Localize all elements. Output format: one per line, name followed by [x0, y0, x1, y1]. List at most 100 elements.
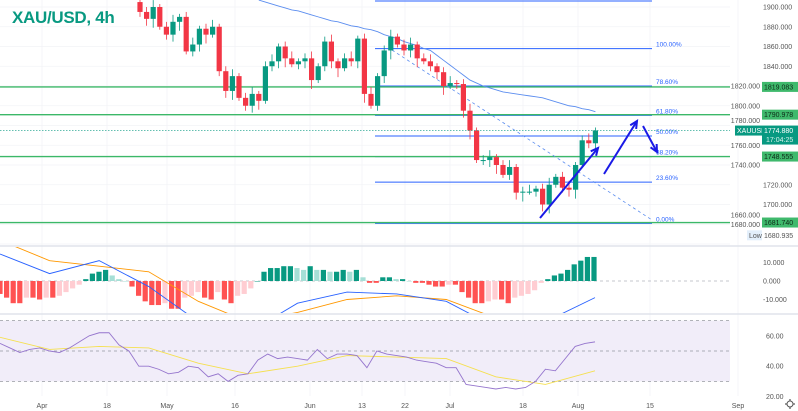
candle [434, 63, 440, 80]
candle-body [388, 36, 394, 51]
candle-body [526, 191, 532, 193]
candle [388, 29, 394, 60]
rsi-line [0, 332, 596, 390]
candle [480, 155, 486, 165]
fibonacci-retracement[interactable]: 127.20% 100.00% 78.60% 61.80% 50.00% 38.20% 23… [375, 0, 682, 224]
macd-histogram-bar [294, 268, 300, 281]
macd-histogram-bar [426, 281, 432, 285]
fib-level-label: 127.20% [656, 0, 682, 1]
candle-body [282, 46, 288, 59]
candle-body [243, 97, 249, 106]
candle [592, 127, 598, 151]
macd-histogram-bar [241, 281, 247, 294]
candle-body [474, 130, 480, 161]
candle [368, 86, 374, 109]
candle-body [592, 130, 598, 144]
low-label: Low [749, 233, 763, 240]
macd-histogram-bar [433, 281, 439, 287]
candle [460, 79, 466, 118]
macd-histogram-bar [499, 281, 505, 300]
level-price-tag [762, 151, 798, 162]
candle-body [394, 36, 400, 45]
price-tick-label: 1660.000 [731, 212, 760, 219]
macd-histogram-bar [116, 279, 122, 281]
candle-body [328, 41, 334, 62]
macd-tick-label: 10.000 [763, 260, 785, 267]
candle-body [309, 58, 315, 81]
macd-histogram-bar [261, 271, 267, 281]
candle [474, 127, 480, 164]
trendline[interactable] [391, 49, 653, 221]
macd-histogram-bar [182, 281, 188, 298]
price-tick-label: 1680.000 [731, 222, 760, 229]
arrow-head-icon [590, 146, 600, 157]
macd-histogram-bar [466, 281, 472, 298]
candle-body [533, 188, 539, 192]
macd-histogram-bar [109, 275, 115, 281]
candle-body [540, 188, 546, 205]
macd-histogram-bar [10, 281, 16, 304]
macd-histogram-bar [70, 281, 76, 289]
candle-body [170, 21, 176, 35]
macd-histogram-bar [228, 281, 234, 304]
macd-histogram-bar [89, 273, 95, 281]
candle [269, 54, 275, 72]
price-tick-label: 1880.000 [763, 24, 792, 31]
candle [295, 58, 301, 70]
time-axis[interactable]: Apr 18 May 16 Jun 13 22 Jul 18 Aug 15 Sep [37, 403, 745, 410]
macd-histogram-bar [525, 281, 531, 294]
settings-gear-icon[interactable] [785, 399, 795, 409]
macd-histogram-bar [367, 281, 373, 283]
candles [137, 0, 598, 214]
price-tick-label: 1860.000 [763, 44, 792, 51]
candle-body [500, 165, 506, 175]
macd-histogram-bar [512, 281, 518, 298]
macd-histogram-bar [353, 269, 359, 281]
level-price-tag [762, 81, 798, 92]
candle [203, 23, 209, 44]
arrow-drawing[interactable] [539, 146, 600, 219]
macd-histogram-bar [386, 277, 392, 281]
candle-body [249, 93, 255, 106]
candle [454, 80, 460, 89]
arrows[interactable] [539, 119, 659, 219]
macd-histogram-bar [551, 275, 557, 281]
macd-histogram-bar [459, 281, 465, 293]
candle-body [414, 44, 420, 59]
macd-histogram-bar [314, 269, 320, 281]
bar-countdown: 17:04:25 [766, 137, 793, 144]
candle [216, 23, 222, 77]
macd-histogram-bar [4, 281, 10, 298]
candle-body [447, 83, 453, 86]
macd-histogram-bar [83, 279, 89, 281]
candle [493, 154, 499, 174]
time-tick-label: 22 [401, 403, 409, 410]
macd-histogram-bar [340, 269, 346, 281]
candle [302, 53, 308, 69]
candle-body [342, 58, 348, 69]
candle [540, 183, 546, 212]
candle-body [361, 38, 367, 94]
macd-histogram-bar [136, 281, 142, 296]
candle [256, 90, 262, 110]
candle-body [348, 58, 354, 62]
macd-histogram-bar [419, 281, 425, 283]
time-tick-label: May [160, 403, 174, 410]
macd-histogram-bar [571, 264, 577, 281]
macd-histogram-bar [334, 271, 340, 281]
candle [586, 133, 592, 149]
arrow-drawing[interactable] [603, 119, 639, 175]
price-axis[interactable]: 1819.0831790.9781748.5551681.740XAUUSD17… [731, 5, 798, 402]
arrow-drawing[interactable] [642, 125, 659, 155]
candle [520, 186, 526, 202]
macd-histogram-bar [281, 266, 287, 281]
macd-histogram-bar [505, 281, 511, 304]
macd-histogram-bar [122, 281, 128, 282]
time-tick-label: Jun [304, 403, 315, 410]
macd-histogram-bar [149, 281, 155, 306]
support-resistance-lines[interactable] [0, 86, 730, 224]
candle [282, 41, 288, 68]
macd-histogram-bar [485, 281, 491, 302]
time-tick-label: Jul [446, 403, 455, 410]
